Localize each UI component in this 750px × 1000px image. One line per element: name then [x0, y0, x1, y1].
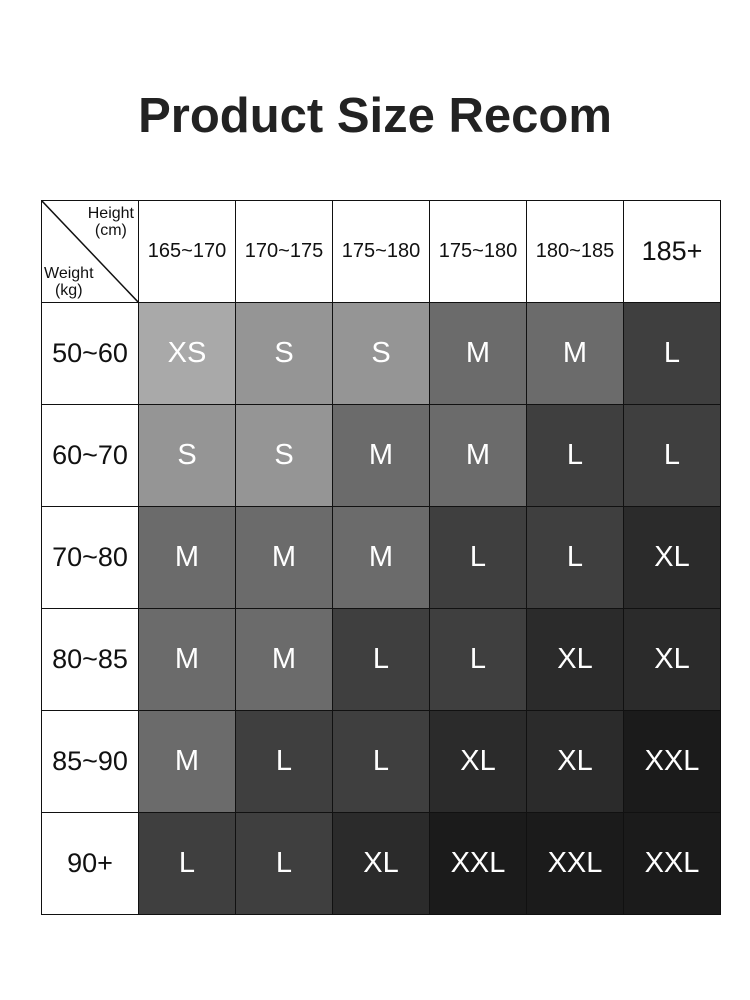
- size-cell: XS: [138, 302, 236, 405]
- weight-header: 60~70: [41, 404, 139, 507]
- header-row: Height (cm) Weight (kg) 165~170 170~175 175~…: [41, 200, 721, 303]
- page-title: Product Size Recom: [138, 89, 612, 143]
- size-cell: L: [429, 506, 527, 609]
- size-cell: M: [235, 506, 333, 609]
- height-unit: (cm): [94, 222, 127, 239]
- size-cell: L: [235, 710, 333, 813]
- weight-label: Weight: [44, 265, 94, 282]
- diagonal-divider: [42, 201, 139, 303]
- height-header: 170~175: [235, 200, 333, 303]
- size-cell: L: [429, 608, 527, 711]
- table-row: 70~80 M M M L L XL: [41, 506, 721, 609]
- height-header: 185+: [623, 200, 721, 303]
- size-cell: M: [429, 302, 527, 405]
- size-cell: XL: [526, 710, 624, 813]
- height-header: 165~170: [138, 200, 236, 303]
- size-cell: XXL: [429, 812, 527, 915]
- size-cell: L: [526, 506, 624, 609]
- size-cell: S: [235, 404, 333, 507]
- size-cell: M: [526, 302, 624, 405]
- size-cell: XXL: [623, 812, 721, 915]
- size-cell: XL: [429, 710, 527, 813]
- table-row: 80~85 M M L L XL XL: [41, 608, 721, 711]
- size-cell: XXL: [623, 710, 721, 813]
- size-cell: L: [332, 710, 430, 813]
- size-cell: M: [138, 506, 236, 609]
- weight-header: 80~85: [41, 608, 139, 711]
- weight-header: 50~60: [41, 302, 139, 405]
- weight-header: 70~80: [41, 506, 139, 609]
- table-row: 85~90 M L L XL XL XXL: [41, 710, 721, 813]
- weight-header: 90+: [41, 812, 139, 915]
- corner-cell: Height (cm) Weight (kg): [41, 200, 139, 303]
- height-header: 180~185: [526, 200, 624, 303]
- size-cell: XL: [332, 812, 430, 915]
- size-cell: XL: [623, 608, 721, 711]
- size-cell: XL: [623, 506, 721, 609]
- size-cell: M: [235, 608, 333, 711]
- size-cell: L: [623, 404, 721, 507]
- size-cell: M: [332, 506, 430, 609]
- size-cell: S: [332, 302, 430, 405]
- weight-header: 85~90: [41, 710, 139, 813]
- size-cell: L: [623, 302, 721, 405]
- size-chart-table: Height (cm) Weight (kg) 165~170 170~175 175~…: [41, 200, 721, 915]
- size-cell: M: [138, 608, 236, 711]
- table-row: 50~60 XS S S M M L: [41, 302, 721, 405]
- size-cell: L: [332, 608, 430, 711]
- table-row: 90+ L L XL XXL XXL XXL: [41, 812, 721, 915]
- table-row: 60~70 S S M M L L: [41, 404, 721, 507]
- size-cell: L: [526, 404, 624, 507]
- weight-unit: (kg): [54, 282, 83, 299]
- size-cell: XL: [526, 608, 624, 711]
- height-header: 175~180: [429, 200, 527, 303]
- height-label: Height: [87, 205, 134, 222]
- size-cell: M: [429, 404, 527, 507]
- size-cell: L: [138, 812, 236, 915]
- height-header: 175~180: [332, 200, 430, 303]
- size-cell: M: [332, 404, 430, 507]
- size-cell: S: [235, 302, 333, 405]
- size-cell: S: [138, 404, 236, 507]
- size-cell: M: [138, 710, 236, 813]
- size-cell: L: [235, 812, 333, 915]
- size-cell: XXL: [526, 812, 624, 915]
